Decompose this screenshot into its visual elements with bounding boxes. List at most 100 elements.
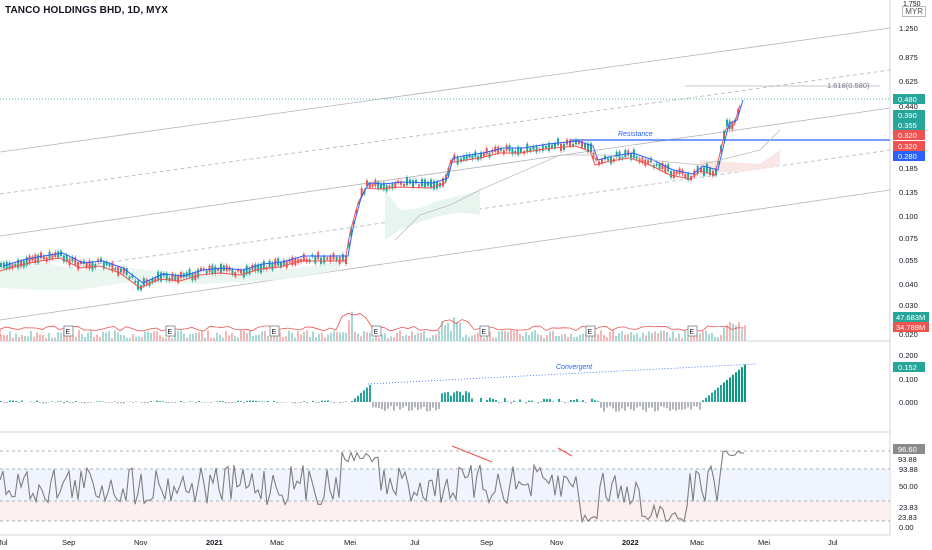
volume-bar — [282, 337, 284, 341]
oscillator-bar — [171, 402, 173, 403]
volume-bar — [345, 332, 347, 341]
candle-body — [371, 184, 374, 187]
candle-body — [647, 160, 650, 164]
candle-body — [20, 261, 22, 267]
volume-bar — [639, 337, 641, 341]
volume-bar — [69, 335, 71, 341]
volume-bar — [93, 336, 95, 341]
oscillator-bar — [318, 402, 320, 403]
candle-body — [517, 146, 520, 155]
price-tick: 0.440 — [899, 102, 918, 111]
volume-bar — [375, 334, 377, 341]
volume-bar — [696, 335, 698, 341]
candle-body — [655, 163, 658, 166]
candle-body — [237, 269, 240, 272]
oscillator-bar — [573, 400, 575, 402]
oscillator-bar — [447, 392, 449, 402]
volume-bar — [600, 330, 602, 341]
volume-bar — [465, 334, 467, 341]
candle-body — [693, 170, 696, 177]
oscillator-bar — [399, 402, 401, 410]
volume-bar — [237, 337, 239, 341]
volume-bar — [561, 334, 563, 341]
candle-body — [214, 266, 217, 274]
earnings-marker-label: E — [272, 329, 277, 336]
volume-bar — [384, 333, 386, 341]
candle-body — [427, 181, 429, 186]
time-tick: Mei — [344, 538, 356, 547]
volume-bar — [102, 331, 104, 341]
volume-bar — [96, 334, 98, 341]
oscillator-bar — [408, 402, 410, 411]
volume-bar — [429, 337, 431, 341]
volume-bar — [471, 335, 473, 341]
volume-bar — [648, 331, 650, 341]
oscillator-bar — [297, 402, 299, 403]
oscillator-bar — [18, 402, 20, 403]
volume-bar — [489, 331, 491, 341]
candle-body — [51, 253, 54, 259]
oscillator-bar — [528, 400, 530, 402]
candle-body — [108, 263, 111, 267]
volume-bar — [357, 333, 359, 341]
volume-bar — [738, 322, 740, 341]
oscillator-bar — [87, 402, 89, 403]
candle-body — [532, 146, 535, 150]
oscillator-bar — [15, 401, 17, 402]
oscillator-bar — [159, 401, 161, 402]
volume-bar — [144, 331, 146, 341]
oscillator-bar — [438, 402, 440, 409]
volume-bar — [108, 331, 110, 341]
volume-bar — [348, 320, 350, 341]
candle-body — [687, 173, 690, 181]
currency-badge[interactable]: MYR — [902, 6, 926, 17]
volume-bar — [240, 330, 242, 341]
oscillator-bar — [339, 402, 341, 404]
candle-body — [165, 272, 168, 281]
volume-bar — [450, 330, 452, 341]
candle-body — [500, 148, 502, 151]
candle-body — [122, 267, 125, 274]
cloud-area — [385, 190, 480, 240]
volume-ma-line — [0, 312, 745, 336]
volume-bar — [363, 331, 365, 341]
candle-body — [584, 143, 586, 149]
volume-bar — [297, 331, 299, 341]
candle-body — [134, 280, 137, 283]
candle-body — [11, 264, 14, 269]
volume-bar — [201, 331, 203, 341]
oscillator-bar — [21, 400, 23, 402]
volume-bar — [333, 330, 335, 341]
volume-bar — [666, 331, 668, 341]
candle-body — [358, 201, 360, 204]
volume-bar — [702, 331, 704, 341]
lagging-span — [394, 129, 781, 241]
price-tick: 1.250 — [899, 24, 918, 33]
symbol-title[interactable]: TANCO HOLDINGS BHD, 1D, MYX — [5, 5, 169, 16]
oscillator-bar — [597, 401, 599, 402]
candle-body — [541, 144, 544, 152]
oscillator-bar — [72, 402, 74, 403]
oscillator-bar — [624, 402, 626, 411]
oscillator-bar — [546, 398, 548, 402]
volume-bar — [720, 334, 722, 341]
volume-bar — [207, 330, 209, 341]
candle-body — [497, 146, 500, 154]
volume-bar — [579, 334, 581, 341]
oscillator-bar — [699, 402, 701, 410]
candle-body — [137, 280, 140, 290]
candle-body — [277, 258, 280, 266]
oscillator-bar — [486, 399, 488, 402]
oscillator-bar — [162, 401, 164, 402]
oscillator-bar — [612, 402, 614, 409]
volume-bar — [513, 331, 515, 341]
volume-bar — [381, 334, 383, 341]
volume-bar — [582, 333, 584, 341]
volume-bar — [699, 333, 701, 341]
candle-body — [670, 170, 672, 178]
oscillator-bar — [90, 402, 92, 403]
oscillator-bar — [639, 402, 641, 407]
candle-body — [160, 272, 162, 282]
